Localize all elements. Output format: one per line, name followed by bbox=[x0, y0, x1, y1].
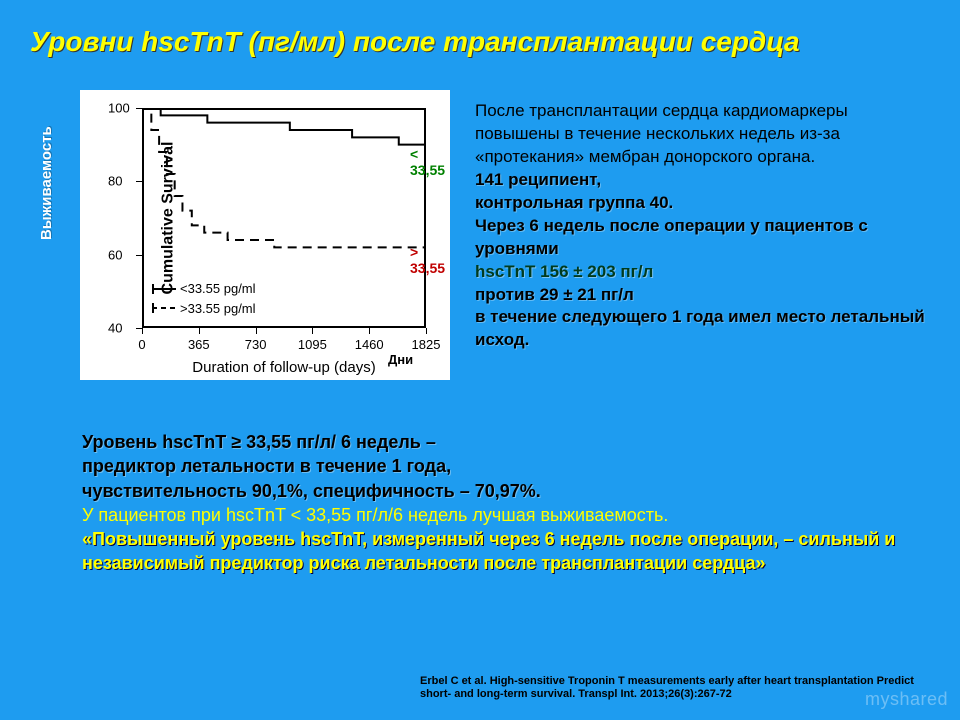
right-p5: в течение следующего 1 года имел место л… bbox=[475, 306, 930, 352]
chart-legend: <33.55 pg/ml>33.55 pg/ml bbox=[152, 279, 256, 318]
xtick-mark bbox=[256, 328, 257, 334]
right-p4: против 29 ± 21 пг/л bbox=[475, 284, 930, 307]
right-p1: После трансплантации сердца кардиомаркер… bbox=[475, 100, 930, 169]
right-p3-hl: hscTnT 156 ± 203 пг/л bbox=[475, 261, 930, 284]
right-text-block: После трансплантации сердца кардиомаркер… bbox=[475, 100, 930, 352]
right-p2b: контрольная группа 40. bbox=[475, 192, 930, 215]
ytick-label: 60 bbox=[108, 247, 122, 262]
xtick-label: 1095 bbox=[298, 337, 327, 352]
watermark: myshared bbox=[865, 689, 948, 710]
series-overlay-label: > 33,55 bbox=[410, 244, 445, 276]
xtick-mark bbox=[199, 328, 200, 334]
series-line bbox=[142, 108, 426, 247]
xtick-label: 0 bbox=[138, 337, 145, 352]
series-line bbox=[142, 108, 426, 145]
slide-title: Уровни hscTnT (пг/мл) после трансплантац… bbox=[30, 26, 800, 58]
legend-row: >33.55 pg/ml bbox=[152, 299, 256, 319]
bottom-l4: У пациентов при hscTnT < 33,55 пг/л/6 не… bbox=[82, 503, 902, 527]
bottom-l3: чувствительность 90,1%, специфичность – … bbox=[82, 479, 902, 503]
x-axis-label: Duration of follow-up (days) bbox=[192, 359, 375, 376]
citation: Erbel C et al. High-sensitive Troponin T… bbox=[420, 675, 940, 703]
legend-swatch bbox=[152, 282, 176, 296]
survival-chart: Cumulative Survival Duration of follow-u… bbox=[80, 90, 450, 380]
xtick-mark bbox=[312, 328, 313, 334]
legend-label: <33.55 pg/ml bbox=[180, 279, 256, 299]
ytick-label: 40 bbox=[108, 321, 122, 336]
right-p2a: 141 реципиент, bbox=[475, 169, 930, 192]
bottom-text-block: Уровень hscTnT ≥ 33,55 пг/л/ 6 недель – … bbox=[82, 430, 902, 576]
xtick-label: 1825 bbox=[412, 337, 441, 352]
plot-area: Cumulative Survival Duration of follow-u… bbox=[142, 108, 426, 328]
legend-label: >33.55 pg/ml bbox=[180, 299, 256, 319]
bottom-l2: предиктор летальности в течение 1 года, bbox=[82, 454, 902, 478]
xtick-mark bbox=[369, 328, 370, 334]
ytick-label: 80 bbox=[108, 174, 122, 189]
xtick-label: 1460 bbox=[355, 337, 384, 352]
legend-row: <33.55 pg/ml bbox=[152, 279, 256, 299]
yaxis-label-ru: Выживаемость bbox=[38, 126, 55, 240]
bottom-l1: Уровень hscTnT ≥ 33,55 пг/л/ 6 недель – bbox=[82, 430, 902, 454]
bottom-l5: «Повышенный уровень hscTnT, измеренный ч… bbox=[82, 527, 902, 576]
xtick-mark bbox=[426, 328, 427, 334]
series-overlay-label: < 33,55 bbox=[410, 146, 445, 178]
legend-swatch bbox=[152, 301, 176, 315]
xtick-mark bbox=[142, 328, 143, 334]
ytick-label: 100 bbox=[108, 101, 130, 116]
xtick-label: 365 bbox=[188, 337, 210, 352]
right-p3: Через 6 недель после операции у пациенто… bbox=[475, 215, 930, 261]
x-axis-label-ru: Дни bbox=[388, 352, 413, 367]
xtick-label: 730 bbox=[245, 337, 267, 352]
